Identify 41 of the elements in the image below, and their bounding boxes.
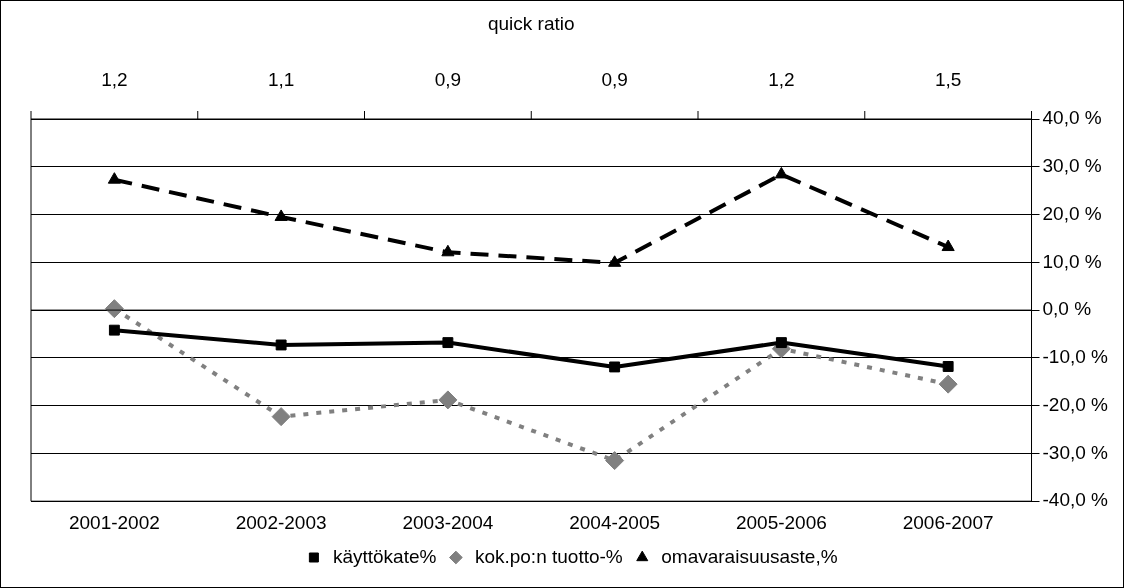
point — [609, 361, 621, 373]
point — [938, 374, 958, 394]
y-tick-label: 30,0 % — [1042, 155, 1102, 177]
point — [608, 255, 622, 267]
point — [942, 361, 954, 372]
x-tick-label: 2006-2007 — [902, 511, 994, 533]
text: quick ratio — [487, 13, 575, 35]
point — [274, 209, 288, 221]
point — [605, 451, 625, 471]
x-tick-label: 2003-2004 — [402, 511, 494, 533]
text: 0,9 — [601, 69, 628, 91]
legend-label: käyttökate% — [332, 545, 437, 567]
point — [275, 339, 287, 351]
y-tick-label: -30,0 % — [1042, 441, 1109, 463]
x-tick-label: 2005-2006 — [735, 511, 827, 533]
point — [442, 337, 454, 349]
point — [441, 244, 455, 257]
x-tick-label: 2002-2003 — [235, 511, 327, 533]
text: 1,5 — [934, 69, 962, 91]
text: 1,1 — [267, 69, 295, 91]
x-tick-label: 2001-2002 — [68, 511, 160, 533]
text: 1,2 — [768, 69, 795, 91]
point — [107, 172, 121, 184]
x-tick-label: 2004-2005 — [569, 511, 661, 533]
y-tick-label: 0,0 % — [1042, 298, 1092, 320]
y-tick-label: -40,0 % — [1042, 489, 1109, 511]
text: 1,2 — [101, 69, 128, 91]
text: 0,9 — [434, 69, 462, 91]
y-tick-label: -20,0 % — [1042, 393, 1109, 415]
point — [271, 407, 291, 427]
y-tick-label: -10,0 % — [1042, 346, 1109, 368]
legend-label: omavaraisuusaste,% — [661, 545, 838, 567]
legend-label: kok.po:n tuotto-% — [474, 545, 623, 567]
point — [941, 239, 955, 252]
y-tick-label: 20,0 % — [1042, 202, 1102, 224]
point — [774, 166, 788, 179]
point — [108, 324, 120, 336]
point — [775, 337, 787, 349]
point — [438, 390, 458, 410]
y-tick-label: 40,0 % — [1042, 107, 1102, 129]
y-tick-label: 10,0 % — [1042, 250, 1102, 272]
